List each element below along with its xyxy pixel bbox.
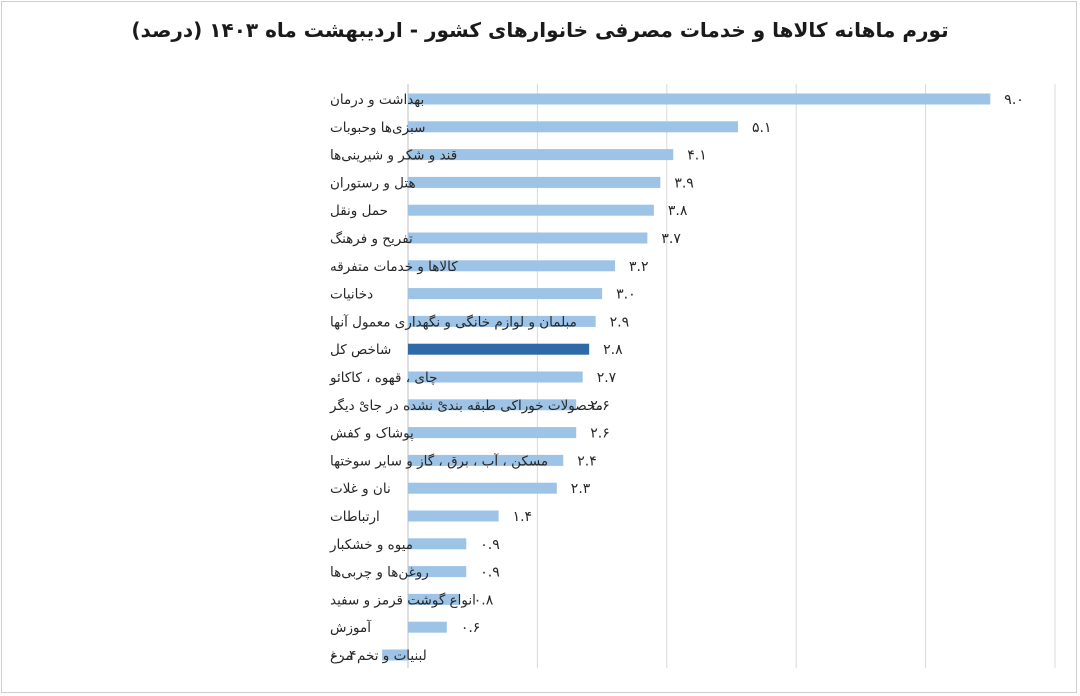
category-label-20: لبنیات و تخم مرغ [330,648,427,664]
value-label-9: ۲.۸ [603,342,623,358]
bar-17 [408,566,467,578]
category-label-17: روغن‌ها و چربی‌ها [330,565,429,581]
value-label-20: -۰.۴ [332,648,357,664]
bar-15 [408,510,499,522]
value-label-15: ۱.۴ [513,509,533,525]
category-label-13: مسکن ، آب ، برق ، گاز و سایر سوختها [330,452,548,469]
bar-3 [408,176,661,188]
value-label-2: ۴.۱ [687,148,707,164]
value-label-5: ۳.۷ [661,231,681,247]
bar-8 [408,315,596,327]
category-label-11: محصولات خوراکی طبقه بندیْ نشده در جایْ د… [329,397,603,414]
bar-4 [408,204,654,216]
value-label-1: ۵.۱ [752,120,772,136]
bar-14 [408,482,557,494]
value-label-8: ۲.۹ [610,314,630,330]
category-label-9: شاخص کل [330,342,391,358]
value-label-6: ۳.۲ [629,259,649,275]
category-label-14: نان و غلات [330,481,391,497]
category-label-10: چای ، قهوه ، کاکائو [329,370,437,386]
bar-12 [408,427,577,439]
bar-7 [408,288,603,300]
bar-5 [408,232,648,244]
bar-0 [408,93,991,105]
category-label-5: تفریح و فرهنگ [330,231,413,247]
value-label-11: ۲.۶ [590,398,610,414]
category-label-16: میوه و خشکبار [329,537,413,553]
category-label-2: قند و شکر و شیرینی‌ها [330,148,457,164]
bar-6 [408,260,616,272]
value-label-18: ۰.۸ [474,592,494,608]
category-label-6: کالاها و خدمات متفرقه [330,259,458,275]
bar-10 [408,371,583,383]
category-label-7: دخانیات [330,287,373,303]
bar-13 [408,454,564,466]
category-label-19: آموزش [330,619,372,636]
value-label-7: ۳.۰ [616,287,636,303]
bar-9 [408,343,590,355]
category-label-3: هتل و رستوران [330,175,416,191]
category-label-8: مبلمان و لوازم خانگی و نگهداری معمول آنه… [330,313,577,330]
value-label-19: ۰.۶ [461,620,481,636]
bar-2 [408,149,674,161]
value-label-13: ۲.۴ [577,453,597,469]
category-label-1: سبزی‌ها وحبوبات [330,120,425,136]
value-label-17: ۰.۹ [480,565,500,581]
bar-1 [408,121,738,133]
bar-20 [382,649,408,661]
bar-16 [408,538,467,550]
value-label-14: ۲.۳ [571,481,591,497]
value-label-3: ۳.۹ [674,175,694,191]
value-label-4: ۳.۸ [668,203,688,219]
bar-18 [408,593,460,605]
bar-19 [408,621,447,633]
category-label-15: ارتباطات [330,509,380,525]
value-label-0: ۹.۰ [1004,92,1024,108]
category-label-12: پوشاک و کفش [330,426,414,442]
value-label-16: ۰.۹ [480,537,500,553]
chart-title: تورم ماهانه کالاها و خدمات مصرفی خانواره… [131,18,949,42]
bar-11 [408,399,577,411]
category-label-4: حمل ونقل [330,203,388,219]
value-label-10: ۲.۷ [597,370,617,386]
value-label-12: ۲.۶ [590,426,610,442]
category-label-0: بهداشت و درمان [330,92,424,108]
category-label-18: انواع گوشت قرمز و سفید [330,591,476,608]
